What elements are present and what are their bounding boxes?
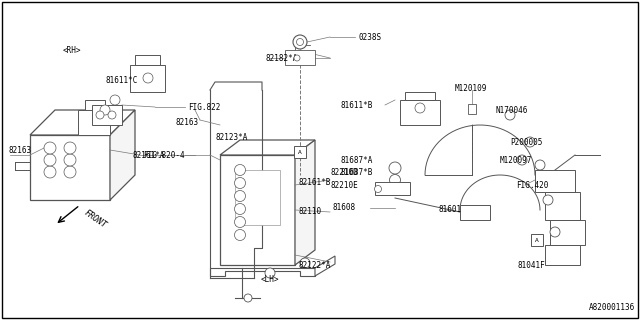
Text: 81687*A: 81687*A (340, 156, 372, 164)
Text: 81611*B: 81611*B (340, 100, 372, 109)
Circle shape (64, 166, 76, 178)
Text: 81611*C: 81611*C (105, 76, 138, 84)
Circle shape (300, 258, 310, 268)
Circle shape (543, 195, 553, 205)
Text: A: A (535, 237, 539, 243)
Text: 82122*A: 82122*A (298, 260, 330, 269)
Polygon shape (210, 268, 315, 276)
Circle shape (505, 110, 515, 120)
Text: <RH>: <RH> (63, 45, 81, 54)
Text: 81601: 81601 (438, 205, 461, 214)
Text: 82210D: 82210D (330, 167, 358, 177)
Text: 82110: 82110 (298, 207, 321, 217)
Bar (468, 104, 476, 114)
Circle shape (64, 142, 76, 154)
Polygon shape (78, 110, 110, 135)
Polygon shape (375, 182, 410, 195)
Circle shape (234, 204, 246, 214)
Text: M120109: M120109 (455, 84, 488, 92)
Circle shape (296, 38, 303, 45)
Text: 0238S: 0238S (358, 33, 381, 42)
Text: FIG.420: FIG.420 (516, 180, 548, 189)
Polygon shape (550, 220, 585, 245)
Circle shape (110, 95, 120, 105)
Circle shape (265, 268, 275, 278)
Polygon shape (135, 55, 160, 65)
Circle shape (96, 111, 104, 119)
Text: FIG.820-4: FIG.820-4 (143, 150, 184, 159)
Circle shape (234, 164, 246, 175)
Polygon shape (545, 192, 580, 220)
Text: 81608: 81608 (332, 204, 355, 212)
Bar (531, 234, 543, 246)
Circle shape (525, 137, 535, 147)
Polygon shape (220, 140, 315, 155)
Circle shape (390, 174, 401, 186)
Circle shape (415, 103, 425, 113)
Circle shape (234, 190, 246, 202)
Text: A: A (298, 149, 302, 155)
Bar (294, 146, 306, 158)
Polygon shape (295, 140, 315, 265)
Circle shape (64, 154, 76, 166)
Text: 82163: 82163 (175, 117, 198, 126)
Polygon shape (535, 170, 575, 192)
Polygon shape (545, 245, 580, 265)
Polygon shape (110, 110, 135, 200)
Circle shape (517, 155, 527, 165)
Circle shape (108, 111, 116, 119)
Circle shape (535, 160, 545, 170)
Text: FIG.822: FIG.822 (188, 102, 220, 111)
Text: 82123*A: 82123*A (215, 132, 248, 141)
Text: FRONT: FRONT (82, 208, 108, 230)
Text: M120097: M120097 (500, 156, 532, 164)
Polygon shape (285, 50, 315, 65)
Circle shape (389, 162, 401, 174)
Text: 82161*B: 82161*B (298, 178, 330, 187)
Polygon shape (30, 110, 135, 135)
Text: 82161*A: 82161*A (132, 150, 165, 159)
Circle shape (550, 227, 560, 237)
Polygon shape (400, 100, 440, 125)
Text: 82210E: 82210E (330, 180, 358, 189)
Text: 82182*A: 82182*A (265, 53, 298, 62)
Text: 81687*B: 81687*B (340, 167, 372, 177)
Polygon shape (220, 155, 295, 265)
Text: <LH>: <LH> (260, 276, 279, 284)
Polygon shape (315, 256, 335, 276)
Circle shape (234, 229, 246, 241)
Polygon shape (30, 135, 110, 200)
Polygon shape (130, 65, 165, 92)
Circle shape (374, 186, 381, 193)
Polygon shape (92, 105, 122, 125)
Text: P200005: P200005 (510, 138, 542, 147)
Text: N170046: N170046 (495, 106, 527, 115)
Circle shape (234, 217, 246, 228)
Circle shape (44, 142, 56, 154)
Text: 82163: 82163 (8, 146, 31, 155)
Circle shape (293, 35, 307, 49)
Circle shape (234, 178, 246, 188)
Circle shape (294, 55, 300, 61)
Circle shape (44, 166, 56, 178)
Circle shape (100, 105, 110, 115)
Circle shape (143, 73, 153, 83)
Bar (235, 170, 280, 225)
Polygon shape (405, 92, 435, 100)
Circle shape (244, 294, 252, 302)
Polygon shape (85, 100, 105, 110)
Circle shape (44, 154, 56, 166)
Text: A820001136: A820001136 (589, 303, 635, 312)
Polygon shape (460, 205, 490, 220)
Text: 81041F: 81041F (518, 260, 546, 269)
